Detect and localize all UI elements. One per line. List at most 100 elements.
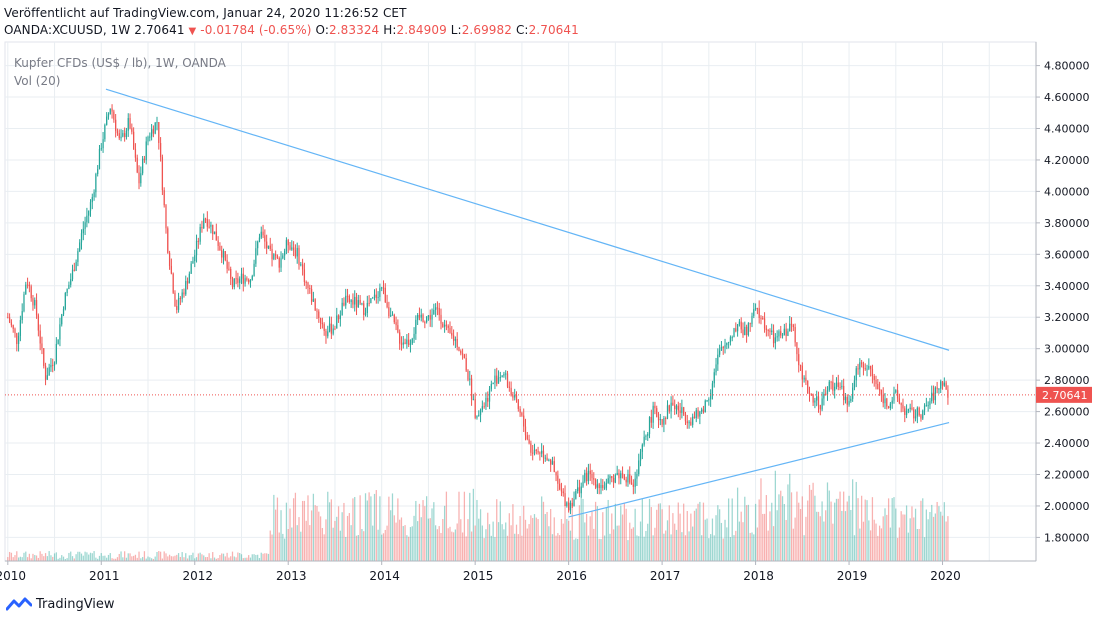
volume-bar	[186, 558, 189, 561]
candle-body	[283, 250, 286, 256]
candle-body	[819, 404, 821, 410]
time-tick-label: 2010	[0, 569, 26, 583]
candle-body	[781, 334, 784, 336]
candle-body	[34, 300, 36, 306]
volume-bar	[765, 495, 767, 561]
candle-body	[618, 472, 620, 479]
volume-bar	[363, 531, 365, 561]
volume-bar	[841, 510, 843, 561]
volume-bar	[292, 498, 295, 561]
volume-bar	[616, 525, 618, 561]
candle-body	[584, 472, 586, 482]
volume-bar	[526, 528, 528, 561]
volume-bar	[647, 523, 649, 561]
candle-body	[372, 297, 374, 299]
volume-bar	[763, 513, 766, 561]
volume-bar	[726, 527, 728, 561]
price-axis[interactable]: 1.80000 2.00000 2.20000 2.40000 2.60000 2.800…	[1036, 60, 1090, 545]
candle-body	[447, 325, 449, 328]
volume-bar	[269, 530, 271, 561]
candle-body	[869, 366, 872, 369]
volume-bar	[672, 513, 674, 561]
volume-bar	[587, 535, 590, 561]
volume-bar	[115, 558, 117, 561]
candle-body	[179, 298, 181, 300]
candle-body	[418, 314, 421, 318]
volume-bar	[434, 525, 437, 561]
price-tick-label: 2.60000	[1044, 406, 1090, 419]
volume-bar	[203, 555, 205, 561]
candle-body	[938, 388, 940, 390]
volume-bar	[884, 508, 886, 561]
candle-body	[925, 405, 927, 407]
time-axis[interactable]: 2010 2011 2012 2013 2014 2015 2016 2017 2018 2019…	[0, 561, 961, 583]
volume-bar	[683, 503, 685, 561]
candle-body	[733, 328, 735, 338]
candle-body	[526, 435, 528, 440]
volume-bar	[400, 517, 403, 561]
volume-bar	[208, 553, 210, 561]
candle-body	[533, 449, 536, 454]
volume-bar	[657, 503, 660, 561]
volume-bar	[494, 536, 496, 561]
candle-body	[501, 375, 503, 378]
volume-bar	[12, 557, 14, 561]
volume-bar	[235, 557, 237, 561]
candle-body	[345, 295, 347, 306]
candle-body	[485, 397, 487, 407]
trend-lines[interactable]	[105, 88, 950, 518]
volume-bar	[843, 491, 845, 561]
candle-body	[796, 342, 798, 355]
volume-bar	[749, 532, 751, 561]
candle-body	[884, 398, 886, 404]
price-tick-label: 3.40000	[1044, 280, 1090, 293]
candle-body	[657, 416, 660, 421]
candle-body	[359, 300, 361, 304]
candle-body	[875, 380, 877, 384]
candle-body	[318, 311, 320, 319]
candle-body	[95, 173, 97, 193]
volume-bar	[17, 557, 20, 561]
volume-bar	[406, 535, 408, 561]
volume-bar	[176, 554, 178, 561]
candle-body	[210, 224, 212, 227]
volume-bar	[679, 513, 681, 561]
volume-bar	[803, 535, 805, 561]
volume-bar	[145, 558, 147, 561]
volume-bar	[271, 534, 273, 561]
volume-bar	[111, 558, 113, 561]
volume-bar	[701, 535, 703, 561]
candle-body	[602, 485, 604, 488]
volume-bar	[891, 498, 893, 561]
volume-bar	[149, 557, 151, 561]
volume-bar	[771, 502, 773, 561]
volume-bar	[688, 531, 690, 561]
candle-body	[704, 400, 706, 413]
volume-bar	[663, 533, 665, 561]
candle-body	[267, 245, 270, 249]
volume-bar	[602, 512, 604, 561]
candle-body	[422, 314, 424, 323]
volume-bar	[124, 551, 126, 561]
candle-body	[594, 479, 597, 488]
volume-bar	[219, 555, 221, 561]
volume-bar	[929, 511, 931, 561]
candle-body	[582, 481, 584, 487]
volume-bar	[627, 540, 629, 561]
candle-body	[801, 365, 803, 380]
volume-bar	[318, 511, 320, 561]
volume-bar	[136, 557, 138, 561]
volume-bar	[390, 510, 392, 561]
candle-body	[417, 314, 419, 320]
volume-bar	[294, 492, 297, 561]
volume-bar	[760, 478, 762, 561]
candle-body	[830, 381, 832, 383]
volume-bar	[488, 524, 491, 561]
candle-body	[336, 315, 338, 329]
volume-bar	[472, 488, 474, 561]
tradingview-brand: TradingView	[6, 596, 115, 612]
volume-bar	[44, 553, 47, 561]
candle-body	[916, 407, 918, 417]
volume-bar	[298, 517, 300, 561]
